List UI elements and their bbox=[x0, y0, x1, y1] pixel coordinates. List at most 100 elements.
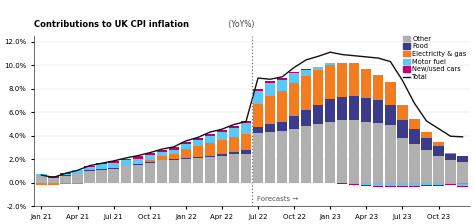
Bar bbox=[181, 142, 191, 144]
Bar bbox=[48, 178, 59, 183]
Bar bbox=[361, 69, 372, 98]
Bar bbox=[205, 143, 215, 156]
Bar bbox=[193, 138, 203, 140]
Bar bbox=[73, 173, 82, 183]
Bar bbox=[301, 110, 311, 126]
Bar bbox=[133, 164, 143, 165]
Bar bbox=[181, 159, 191, 183]
Bar bbox=[421, 131, 432, 138]
Bar bbox=[349, 96, 359, 120]
Bar bbox=[205, 156, 215, 157]
Bar bbox=[145, 163, 155, 183]
Bar bbox=[253, 133, 263, 183]
Bar bbox=[421, 185, 432, 186]
Bar bbox=[97, 169, 107, 170]
Bar bbox=[289, 116, 299, 129]
Bar bbox=[217, 156, 227, 183]
Bar bbox=[97, 163, 107, 164]
Bar bbox=[446, 183, 456, 184]
Bar bbox=[385, 125, 395, 183]
Bar bbox=[397, 120, 408, 138]
Bar bbox=[84, 171, 95, 183]
Bar bbox=[253, 89, 263, 91]
Bar bbox=[433, 185, 444, 186]
Bar bbox=[217, 130, 227, 132]
Bar bbox=[277, 80, 287, 91]
Bar bbox=[265, 125, 275, 132]
Bar bbox=[169, 154, 179, 159]
Bar bbox=[181, 144, 191, 149]
Bar bbox=[446, 160, 456, 183]
Bar bbox=[421, 150, 432, 183]
Bar bbox=[410, 144, 419, 183]
Bar bbox=[373, 123, 383, 183]
Bar bbox=[193, 158, 203, 183]
Bar bbox=[145, 155, 155, 160]
Bar bbox=[36, 174, 46, 176]
Bar bbox=[457, 186, 468, 187]
Bar bbox=[229, 126, 239, 128]
Bar bbox=[217, 154, 227, 156]
Bar bbox=[325, 122, 335, 183]
Bar bbox=[325, 99, 335, 122]
Bar bbox=[433, 142, 444, 146]
Bar bbox=[205, 157, 215, 183]
Bar bbox=[133, 159, 143, 164]
Bar bbox=[325, 65, 335, 99]
Bar bbox=[301, 70, 311, 76]
Bar bbox=[169, 147, 179, 150]
Bar bbox=[446, 184, 456, 185]
Bar bbox=[349, 184, 359, 185]
Bar bbox=[156, 150, 167, 152]
Bar bbox=[84, 166, 95, 167]
Bar bbox=[446, 153, 456, 154]
Bar bbox=[120, 159, 131, 160]
Bar bbox=[337, 183, 347, 184]
Bar bbox=[120, 166, 131, 183]
Bar bbox=[313, 124, 323, 183]
Bar bbox=[84, 170, 95, 171]
Bar bbox=[169, 159, 179, 160]
Bar bbox=[373, 183, 383, 186]
Bar bbox=[48, 177, 59, 178]
Bar bbox=[253, 104, 263, 127]
Bar bbox=[133, 165, 143, 183]
Bar bbox=[60, 175, 71, 176]
Bar bbox=[265, 96, 275, 125]
Bar bbox=[373, 186, 383, 187]
Bar bbox=[265, 132, 275, 183]
Bar bbox=[457, 184, 468, 186]
Bar bbox=[145, 162, 155, 163]
Bar bbox=[457, 156, 468, 162]
Bar bbox=[385, 105, 395, 125]
Bar bbox=[229, 152, 239, 155]
Bar bbox=[217, 140, 227, 154]
Bar bbox=[205, 136, 215, 143]
Bar bbox=[241, 150, 251, 154]
Bar bbox=[421, 183, 432, 185]
Bar bbox=[313, 105, 323, 124]
Bar bbox=[217, 132, 227, 140]
Bar bbox=[253, 127, 263, 133]
Bar bbox=[156, 152, 167, 156]
Bar bbox=[313, 67, 323, 70]
Bar bbox=[313, 70, 323, 105]
Bar bbox=[337, 97, 347, 120]
Bar bbox=[193, 140, 203, 146]
Bar bbox=[349, 63, 359, 96]
Bar bbox=[241, 123, 251, 134]
Bar bbox=[60, 174, 71, 175]
Bar bbox=[397, 138, 408, 183]
Bar bbox=[410, 129, 419, 144]
Bar bbox=[397, 105, 408, 120]
Bar bbox=[241, 154, 251, 183]
Bar bbox=[325, 63, 335, 65]
Bar bbox=[229, 155, 239, 183]
Bar bbox=[433, 156, 444, 183]
Bar bbox=[109, 169, 118, 183]
Bar bbox=[36, 176, 46, 183]
Bar bbox=[73, 183, 82, 184]
Bar bbox=[301, 69, 311, 70]
Bar bbox=[289, 73, 299, 83]
Bar bbox=[361, 185, 372, 186]
